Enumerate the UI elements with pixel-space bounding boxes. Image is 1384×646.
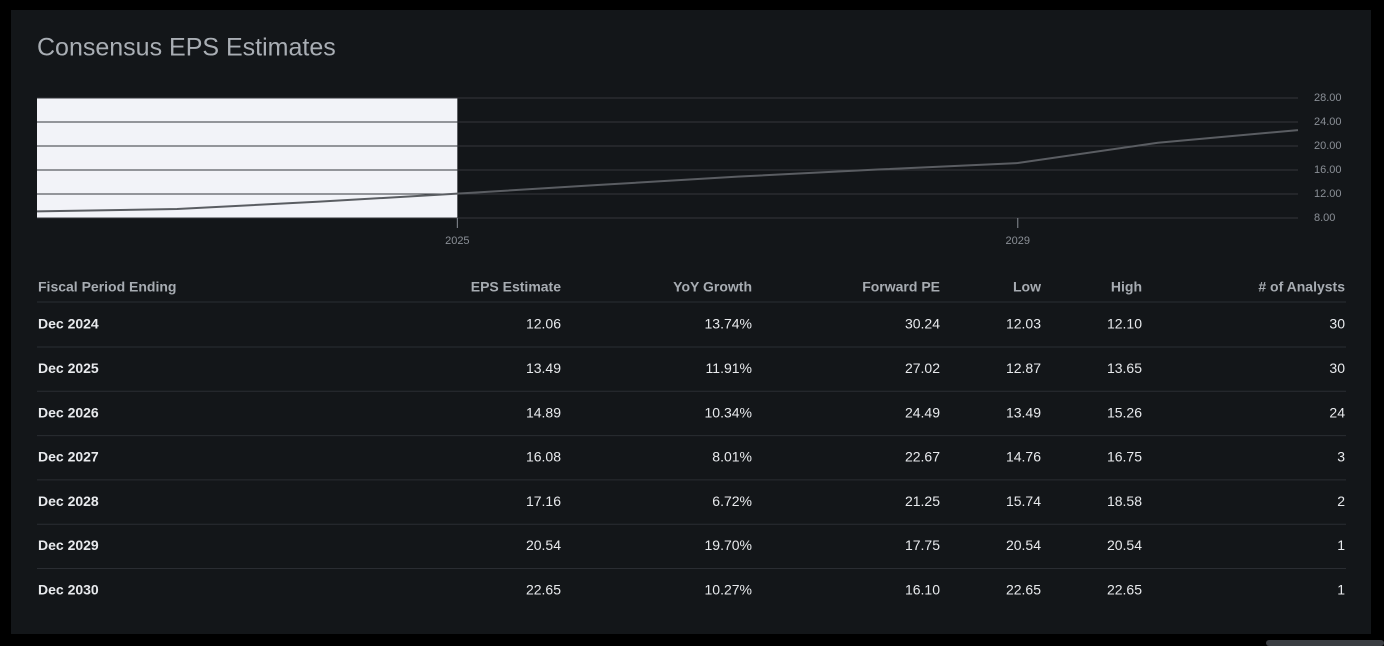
table-cell: 3 bbox=[1337, 449, 1345, 465]
table-cell: 21.25 bbox=[905, 493, 940, 509]
table-cell: 15.26 bbox=[1107, 404, 1142, 420]
scrollbar bbox=[1266, 640, 1384, 646]
table-cell: Dec 2030 bbox=[38, 582, 99, 598]
table-cell: 30 bbox=[1329, 360, 1345, 376]
table-cell: 13.74% bbox=[705, 316, 752, 332]
table-cell: 22.65 bbox=[1107, 582, 1142, 598]
table-cell: 16.08 bbox=[526, 449, 561, 465]
table-header: EPS Estimate bbox=[471, 279, 561, 295]
x-tick-label: 2025 bbox=[445, 235, 469, 247]
y-tick-label: 16.00 bbox=[1314, 164, 1342, 176]
table-cell: Dec 2029 bbox=[38, 537, 99, 553]
table-cell: 24 bbox=[1329, 404, 1345, 420]
table-cell: 12.10 bbox=[1107, 316, 1142, 332]
table-cell: 12.03 bbox=[1006, 316, 1041, 332]
y-tick-label: 28.00 bbox=[1314, 92, 1342, 104]
table-cell: 14.89 bbox=[526, 404, 561, 420]
table-cell: 19.70% bbox=[705, 537, 752, 553]
table-cell: 16.75 bbox=[1107, 449, 1142, 465]
table-cell: 15.74 bbox=[1006, 493, 1041, 509]
table-header: Low bbox=[1013, 279, 1041, 295]
y-tick-label: 8.00 bbox=[1314, 212, 1335, 224]
history-shade bbox=[37, 98, 458, 218]
table-cell: 22.65 bbox=[1006, 582, 1041, 598]
table-cell: Dec 2025 bbox=[38, 360, 99, 376]
table-header: Fiscal Period Ending bbox=[38, 279, 176, 295]
table-cell: 12.87 bbox=[1006, 360, 1041, 376]
table-header: High bbox=[1111, 279, 1142, 295]
table-cell: 2 bbox=[1337, 493, 1345, 509]
title: Consensus EPS Estimates bbox=[37, 34, 336, 62]
table-cell: Dec 2024 bbox=[38, 316, 99, 332]
table-cell: 13.49 bbox=[526, 360, 561, 376]
table-cell: 27.02 bbox=[905, 360, 940, 376]
y-tick-label: 24.00 bbox=[1314, 116, 1342, 128]
table-cell: 10.27% bbox=[705, 582, 752, 598]
y-tick-label: 20.00 bbox=[1314, 140, 1342, 152]
x-tick-label: 2029 bbox=[1006, 235, 1030, 247]
table-cell: 12.06 bbox=[526, 316, 561, 332]
table-cell: 20.54 bbox=[1006, 537, 1041, 553]
table-cell: 24.49 bbox=[905, 404, 940, 420]
table-cell: 18.58 bbox=[1107, 493, 1142, 509]
eps-line bbox=[36, 129, 1299, 213]
table-cell: 30 bbox=[1329, 316, 1345, 332]
table-cell: 22.65 bbox=[526, 582, 561, 598]
table-cell: 13.49 bbox=[1006, 404, 1041, 420]
table-cell: 8.01% bbox=[712, 449, 752, 465]
table-cell: 17.75 bbox=[905, 537, 940, 553]
table-cell: 30.24 bbox=[905, 316, 940, 332]
table-cell: 13.65 bbox=[1107, 360, 1142, 376]
table-cell: 1 bbox=[1337, 582, 1345, 598]
table-cell: 22.67 bbox=[905, 449, 940, 465]
table-header: Forward PE bbox=[862, 279, 940, 295]
y-tick-label: 12.00 bbox=[1314, 188, 1342, 200]
table-cell: 16.10 bbox=[905, 582, 940, 598]
table-header: # of Analysts bbox=[1258, 279, 1345, 295]
table-cell: 17.16 bbox=[526, 493, 561, 509]
table-cell: 20.54 bbox=[1107, 537, 1142, 553]
table-cell: Dec 2028 bbox=[38, 493, 99, 509]
table-header: YoY Growth bbox=[673, 279, 752, 295]
table-cell: Dec 2027 bbox=[38, 449, 99, 465]
table-cell: Dec 2026 bbox=[38, 404, 99, 420]
table-cell: 11.91% bbox=[706, 360, 752, 376]
table-cell: 10.34% bbox=[705, 404, 752, 420]
table-cell: 20.54 bbox=[526, 537, 561, 553]
table-cell: 1 bbox=[1337, 537, 1345, 553]
table-cell: 14.76 bbox=[1006, 449, 1041, 465]
table-cell: 6.72% bbox=[712, 493, 752, 509]
